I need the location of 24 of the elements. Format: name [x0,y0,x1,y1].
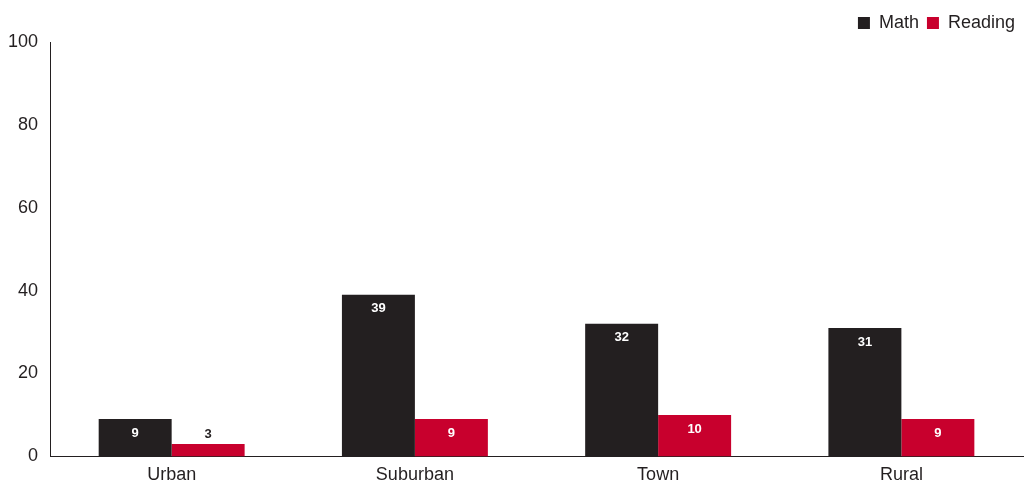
x-tick-label: Town [637,464,680,485]
y-tick-label: 0 [28,445,39,466]
x-tick-label: Urban [147,464,197,485]
data-label: 9 [131,424,139,440]
data-label: 32 [614,329,629,345]
bar [414,419,488,457]
legend-label: Reading [947,11,1016,32]
y-tick-label: 40 [18,279,39,300]
y-tick-label: 20 [18,362,39,383]
y-tick-label: 100 [7,30,39,51]
data-label: 3 [204,425,212,441]
bar [171,443,245,457]
bar [901,419,975,457]
data-label: 9 [447,424,455,440]
data-label: 10 [687,420,702,436]
x-tick-label: Rural [879,464,923,485]
data-label: 31 [857,333,873,349]
y-tick-label: 80 [18,113,39,134]
legend-label: Math [878,11,919,32]
bar [658,414,732,457]
y-tick-label: 60 [18,196,39,217]
data-label: 9 [934,424,942,440]
data-label: 39 [371,300,386,316]
x-tick-label: Suburban [375,464,454,485]
